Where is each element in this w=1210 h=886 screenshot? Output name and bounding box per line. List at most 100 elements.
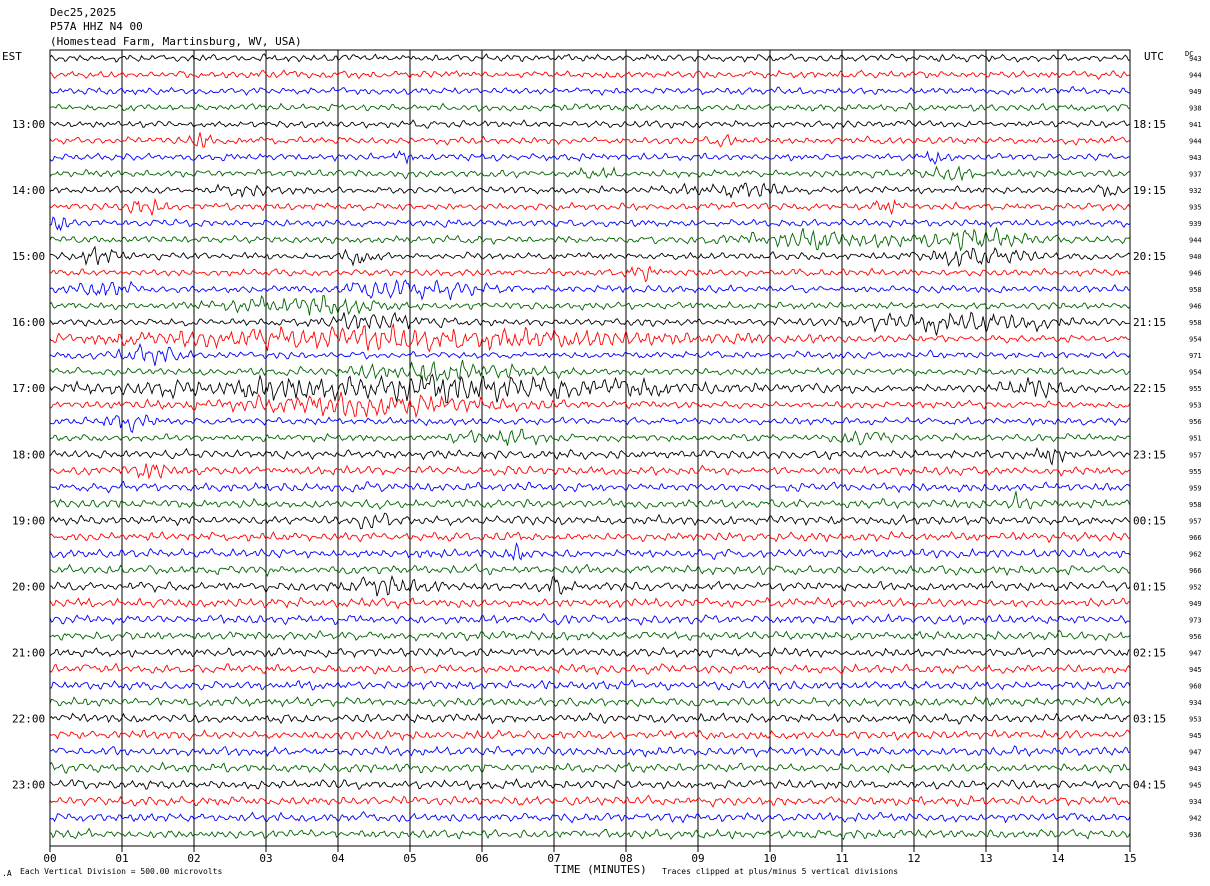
trace-row-39	[49, 696, 1131, 708]
trace-row-42	[49, 745, 1131, 758]
utc-label: 04:15	[1133, 778, 1166, 791]
dc-offset-label: 956	[1189, 418, 1202, 426]
trace-row-35	[49, 629, 1131, 642]
trace-row-19	[49, 359, 1131, 382]
x-tick-label-03: 03	[259, 852, 272, 865]
x-tick-label-06: 06	[475, 852, 488, 865]
trace-row-0	[49, 53, 1131, 63]
trace-row-43	[49, 761, 1131, 774]
header-date: Dec25,2025	[50, 6, 116, 19]
trace-row-21	[49, 391, 1131, 419]
est-label: 14:00	[12, 184, 45, 197]
est-label: 21:00	[12, 646, 45, 659]
x-tick-label-14: 14	[1051, 852, 1065, 865]
est-time-labels: 13:00 14:00 15:00 16:00 17:00 18:00 19:00 20:00…	[12, 118, 45, 791]
dc-offset-label: 947	[1189, 748, 1202, 756]
x-tick-label-11: 11	[835, 852, 848, 865]
dc-offset-label: 939	[1189, 220, 1202, 228]
x-tick-label-08: 08	[619, 852, 632, 865]
dc-offset-label: 940	[1189, 253, 1202, 261]
trace-row-41	[49, 728, 1131, 742]
trace-row-29	[49, 530, 1131, 544]
trace-row-8	[49, 182, 1131, 199]
dc-offset-label: 932	[1189, 187, 1202, 195]
dc-offset-label: 937	[1189, 171, 1202, 179]
x-tick-label-01: 01	[115, 852, 128, 865]
dc-offset-label: 943	[1189, 765, 1202, 773]
dc-offset-label: 957	[1189, 517, 1202, 525]
utc-label: 20:15	[1133, 250, 1166, 263]
trace-row-44	[49, 778, 1131, 791]
trace-row-40	[49, 712, 1131, 725]
dc-offset-label: 951	[1189, 435, 1202, 443]
trace-row-24	[49, 447, 1131, 466]
dc-offset-label: 952	[1189, 583, 1202, 591]
dc-offset-label: 966	[1189, 567, 1202, 575]
footer-mark: .A	[2, 869, 12, 878]
dc-offset-label: 955	[1189, 385, 1202, 393]
trace-row-10	[49, 216, 1131, 232]
dc-offset-label: 945	[1189, 666, 1202, 674]
dc-offset-label: 934	[1189, 798, 1202, 806]
utc-time-labels: 18:15 19:15 20:15 21:15 22:15 23:15 00:15 01:15…	[1133, 118, 1166, 791]
dc-offset-label: 956	[1189, 633, 1202, 641]
trace-row-14	[49, 279, 1131, 301]
utc-label: 23:15	[1133, 448, 1166, 461]
dc-offset-label: 946	[1189, 303, 1202, 311]
clip-note: Traces clipped at plus/minus 5 vertical …	[662, 867, 898, 876]
x-tick-label-02: 02	[187, 852, 200, 865]
dc-offset-label: 945	[1189, 781, 1202, 789]
utc-label: 22:15	[1133, 382, 1166, 395]
trace-row-11	[49, 226, 1131, 252]
dc-offset-label: 954	[1189, 369, 1202, 377]
est-label: 20:00	[12, 580, 45, 593]
dc-offset-label: 960	[1189, 682, 1202, 690]
trace-row-28	[49, 512, 1131, 530]
dc-offset-label: 946	[1189, 270, 1202, 278]
dc-offset-label: 944	[1189, 237, 1202, 245]
dc-offset-label: 942	[1189, 814, 1202, 822]
header-location: (Homestead Farm, Martinsburg, WV, USA)	[50, 35, 302, 48]
left-axis-title: EST	[2, 50, 22, 63]
trace-row-46	[49, 810, 1131, 824]
dc-offset-label: 955	[1189, 468, 1202, 476]
trace-row-13	[49, 265, 1131, 283]
dc-offset-label: 971	[1189, 352, 1202, 360]
trace-row-23	[49, 428, 1131, 447]
trace-row-15	[49, 295, 1131, 316]
est-label: 17:00	[12, 382, 45, 395]
trace-row-22	[49, 414, 1131, 434]
est-label: 18:00	[12, 448, 45, 461]
trace-row-7	[49, 165, 1131, 182]
trace-row-38	[49, 679, 1131, 692]
trace-row-16	[49, 311, 1131, 336]
est-label: 13:00	[12, 118, 45, 131]
trace-row-25	[49, 463, 1131, 480]
x-tick-label-04: 04	[331, 852, 345, 865]
trace-row-2	[49, 85, 1131, 97]
dc-offset-label: 949	[1189, 600, 1202, 608]
trace-row-32	[49, 574, 1131, 597]
trace-row-45	[49, 794, 1131, 808]
trace-row-9	[49, 197, 1131, 216]
trace-row-30	[49, 541, 1131, 562]
plot-frame	[49, 49, 1131, 847]
est-label: 16:00	[12, 316, 45, 329]
dc-offset-label: 934	[1189, 699, 1202, 707]
dc-offset-label: 958	[1189, 501, 1202, 509]
utc-label: 19:15	[1133, 184, 1166, 197]
x-tick-label-12: 12	[907, 852, 920, 865]
dc-offset-label: 962	[1189, 550, 1202, 558]
dc-offset-label: 944	[1189, 72, 1202, 80]
trace-row-20	[49, 373, 1131, 404]
trace-row-34	[49, 612, 1131, 626]
utc-label: 18:15	[1133, 118, 1166, 131]
x-axis-title: TIME (MINUTES)	[554, 863, 647, 876]
utc-label: 01:15	[1133, 580, 1166, 593]
chart-header: Dec25,2025 P57A HHZ N4 00 (Homestead Far…	[50, 6, 302, 48]
dc-offset-label: 959	[1189, 484, 1202, 492]
dc-offset-label: 957	[1189, 451, 1202, 459]
trace-row-36	[49, 646, 1131, 659]
dc-offset-labels: 943 944 949 938 941 944 943 937 932 935 939 944 940 9…	[1189, 55, 1202, 839]
dc-offset-label: 945	[1189, 732, 1202, 740]
